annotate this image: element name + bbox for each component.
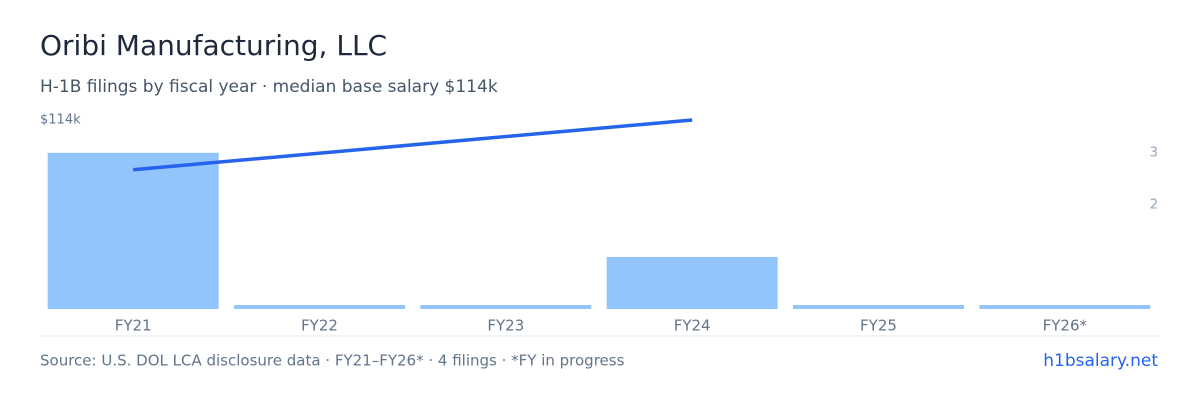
bar — [793, 305, 964, 309]
x-tick-label: FY23 — [487, 317, 524, 335]
brand-link[interactable]: h1bsalary.net — [1043, 351, 1158, 371]
y-tick-label: $114k — [40, 113, 81, 128]
bar — [234, 305, 405, 309]
chart-title: Oribi Manufacturing, LLC — [40, 29, 387, 62]
x-tick-label: FY22 — [301, 317, 338, 335]
chart-subtitle: H-1B filings by fiscal year · median bas… — [40, 77, 498, 97]
salary-line — [133, 118, 693, 172]
y2-tick-label: 2 — [1150, 197, 1158, 212]
bar — [47, 152, 219, 309]
source-note: Source: U.S. DOL LCA disclosure data · F… — [40, 352, 625, 370]
x-tick-label: FY26* — [1043, 317, 1088, 335]
x-tick-label: FY21 — [115, 317, 152, 335]
x-tick-label: FY25 — [860, 317, 897, 335]
bar — [420, 305, 592, 309]
bar — [606, 256, 778, 309]
x-tick-label: FY24 — [674, 317, 711, 335]
bar — [979, 305, 1151, 309]
y2-tick-label: 3 — [1150, 145, 1158, 160]
